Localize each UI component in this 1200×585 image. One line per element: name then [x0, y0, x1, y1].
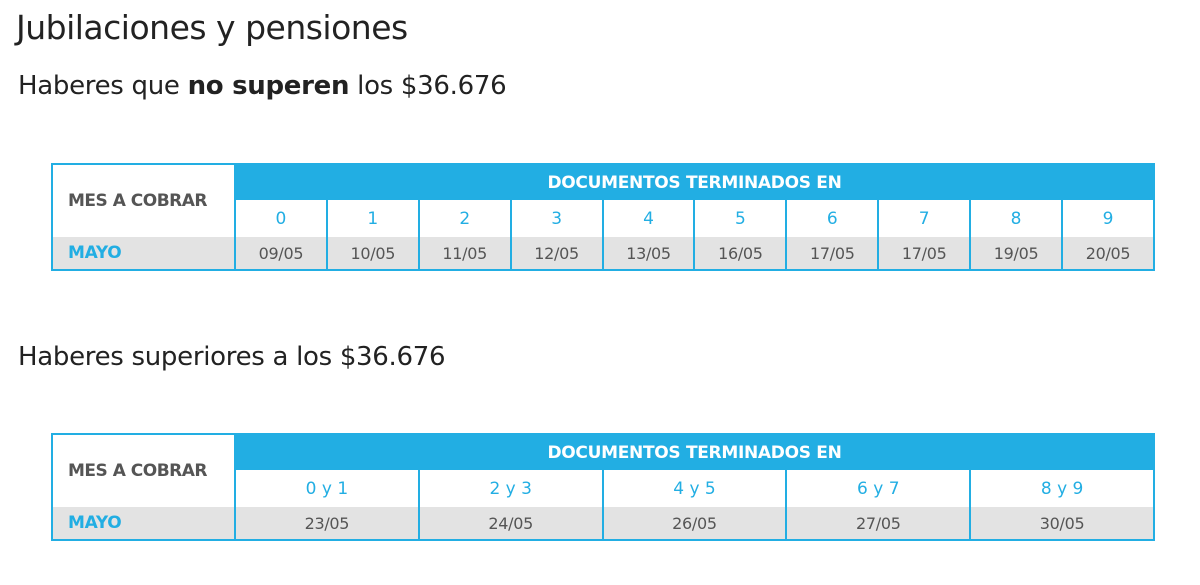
heading-text-post: los $36.676: [349, 71, 507, 101]
digit-header-cell: 4 y 5: [601, 470, 787, 507]
payment-schedule-table-high-income: MES A COBRAR DOCUMENTOS TERMINADOS EN 0 …: [51, 433, 1155, 541]
digit-header-cell: 2 y 3: [417, 470, 603, 507]
digit-header-cell: 6: [785, 200, 879, 237]
month-column-header: MES A COBRAR: [52, 164, 236, 237]
documents-header-band: DOCUMENTOS TERMINADOS EN: [235, 434, 1154, 470]
digit-header-cell: 0: [235, 200, 327, 237]
date-cell: 12/05: [509, 237, 603, 270]
digit-header-cell: 9: [1061, 200, 1154, 237]
heading-text-pre: Haberes que: [18, 71, 188, 101]
digit-header-row: 0 1 2 3 4 5 6 7 8 9: [52, 200, 1154, 237]
payment-schedule-table-low-income: MES A COBRAR DOCUMENTOS TERMINADOS EN 0 …: [51, 163, 1155, 271]
date-cell: 27/05: [785, 507, 971, 540]
digit-header-cell: 4: [601, 200, 695, 237]
digit-header-cell: 3: [509, 200, 603, 237]
table-header-row: MES A COBRAR DOCUMENTOS TERMINADOS EN: [52, 434, 1154, 507]
date-cell: 10/05: [325, 237, 419, 270]
heading-text-bold: no superen: [187, 71, 350, 101]
section-heading-high-income: Haberes superiores a los $36.676: [18, 342, 446, 372]
date-cell: 16/05: [693, 237, 787, 270]
date-cell: 23/05: [235, 507, 419, 540]
date-cell: 24/05: [417, 507, 603, 540]
month-column-header: MES A COBRAR: [52, 434, 236, 507]
table-row: MAYO 23/05 24/05 26/05 27/05 30/05: [52, 507, 1154, 540]
month-cell: MAYO: [52, 237, 236, 270]
date-cell: 20/05: [1061, 237, 1154, 270]
digit-header-cell: 8 y 9: [969, 470, 1154, 507]
digit-header-cell: 8: [969, 200, 1063, 237]
month-cell: MAYO: [52, 507, 236, 540]
date-cell: 26/05: [601, 507, 787, 540]
date-cell: 17/05: [785, 237, 879, 270]
digit-header-cell: 5: [693, 200, 787, 237]
digit-header-row: 0 y 1 2 y 3 4 y 5 6 y 7 8 y 9: [52, 470, 1154, 507]
digit-header-cell: 2: [417, 200, 511, 237]
date-cell: 09/05: [235, 237, 327, 270]
digit-header-cell: 6 y 7: [785, 470, 971, 507]
digit-header-cell: 0 y 1: [235, 470, 419, 507]
table-header-row: MES A COBRAR DOCUMENTOS TERMINADOS EN: [52, 164, 1154, 237]
digit-header-cell: 7: [877, 200, 971, 237]
table-row: MAYO 09/05 10/05 11/05 12/05 13/05 16/05…: [52, 237, 1154, 270]
documents-header-band: DOCUMENTOS TERMINADOS EN: [235, 164, 1154, 200]
date-cell: 30/05: [969, 507, 1154, 540]
date-cell: 17/05: [877, 237, 971, 270]
date-cell: 19/05: [969, 237, 1063, 270]
date-cell: 13/05: [601, 237, 695, 270]
digit-header-cell: 1: [325, 200, 419, 237]
date-cell: 11/05: [417, 237, 511, 270]
page-title: Jubilaciones y pensiones: [16, 8, 408, 47]
section-heading-low-income: Haberes que no superen los $36.676: [18, 71, 507, 101]
